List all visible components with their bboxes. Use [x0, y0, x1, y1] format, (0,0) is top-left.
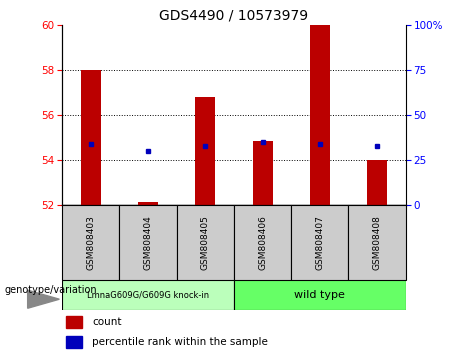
- Bar: [310, 25, 330, 205]
- Text: wild type: wild type: [295, 290, 345, 300]
- Bar: [349, 205, 406, 280]
- Text: GSM808407: GSM808407: [315, 215, 325, 270]
- Bar: [195, 97, 215, 205]
- Polygon shape: [28, 290, 59, 308]
- Bar: [367, 160, 387, 205]
- Text: GSM808405: GSM808405: [201, 215, 210, 270]
- Text: GSM808408: GSM808408: [372, 215, 382, 270]
- Text: genotype/variation: genotype/variation: [5, 285, 97, 295]
- Text: percentile rank within the sample: percentile rank within the sample: [93, 337, 268, 347]
- Bar: [62, 280, 234, 310]
- Text: LmnaG609G/G609G knock-in: LmnaG609G/G609G knock-in: [87, 290, 209, 299]
- Bar: [65, 316, 82, 327]
- Bar: [291, 205, 349, 280]
- Bar: [81, 70, 101, 205]
- Text: count: count: [93, 316, 122, 327]
- Bar: [119, 205, 177, 280]
- Bar: [62, 205, 119, 280]
- Bar: [234, 205, 291, 280]
- Bar: [65, 336, 82, 348]
- Text: GSM808403: GSM808403: [86, 215, 95, 270]
- Bar: [253, 141, 272, 205]
- Bar: [177, 205, 234, 280]
- Text: GSM808404: GSM808404: [143, 215, 153, 270]
- Title: GDS4490 / 10573979: GDS4490 / 10573979: [160, 8, 308, 22]
- Text: GSM808406: GSM808406: [258, 215, 267, 270]
- Bar: [234, 280, 406, 310]
- Bar: [138, 202, 158, 205]
